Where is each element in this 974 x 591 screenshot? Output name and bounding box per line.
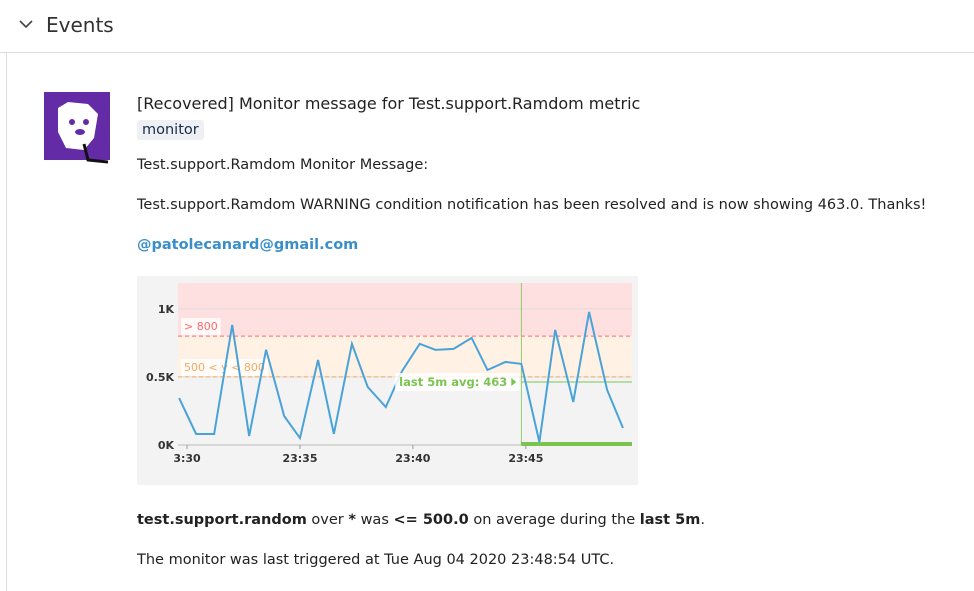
label-bg [181,318,221,336]
y-tick-label: 0.5K [146,371,174,384]
event-title: [Recovered] Monitor message for Test.sup… [137,94,641,113]
tag[interactable]: monitor [137,120,204,140]
series-line [178,311,624,443]
text: on average during the [468,512,640,528]
mention[interactable]: @patolecanard@gmail.com [137,237,359,253]
label-bg [395,372,520,391]
avg-arrow [511,377,517,386]
summary: test.support.random over * was <= 500.0 … [137,512,705,528]
chevron[interactable] [18,18,34,30]
paragraph: Test.support.Ramdom WARNING condition no… [137,197,927,213]
x-tick-label: 23:35 [282,452,317,465]
footer: The monitor was last triggered at Tue Au… [137,552,615,568]
paragraph: Test.support.Ramdom Monitor Message: [137,157,429,173]
x-tick-label: 23:40 [395,452,430,465]
window-bar [521,442,632,446]
y-tick-label: 1K [158,303,175,316]
y-tick-label: 0K [158,439,175,452]
chart-panel: 0K 0.5K 1K 3:30 23:35 23:40 23:45 > 800 500 < y … [137,276,638,485]
avg-label: last 5m avg: 463 [399,375,507,389]
x-tick-label: 3:30 [173,452,201,465]
left-border [6,52,7,591]
window: last 5m [639,512,701,528]
header: Events [0,0,974,53]
text: . [700,512,705,528]
condition: <= 500.0 [393,512,469,528]
text: over [306,512,349,528]
threshold-label: > 800 [184,320,218,333]
scope: * [348,512,356,528]
text: was [355,512,394,528]
header-title: Events [46,13,114,37]
threshold-band [178,283,632,337]
avatar [44,92,110,164]
x-tick-label: 23:45 [508,452,543,465]
metric: test.support.random [137,512,307,528]
